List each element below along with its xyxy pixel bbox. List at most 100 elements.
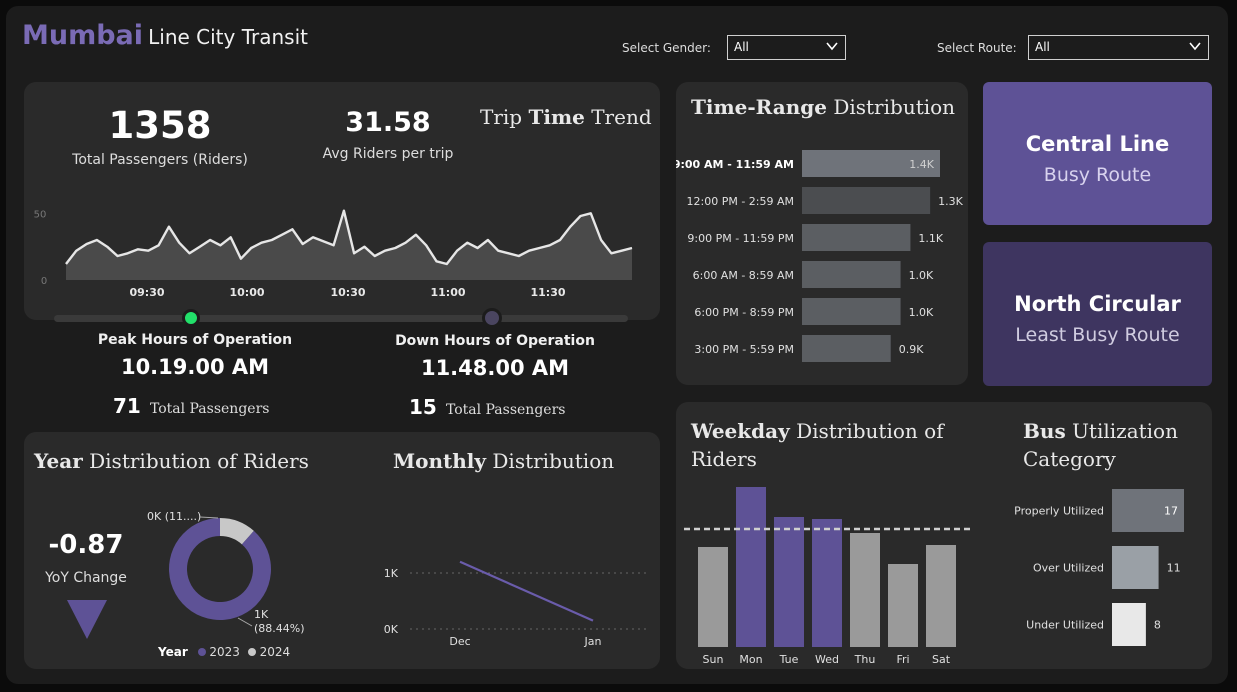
time-range-title-b: Distribution <box>833 95 956 119</box>
busy-route-tile: Central Line Busy Route <box>983 82 1212 225</box>
year-donut-chart: 0K (11....) 1K(88.44%) <box>147 510 305 635</box>
gender-select-value: All <box>734 40 749 54</box>
trend-x-tick: 11:30 <box>530 286 565 299</box>
monthly-title-b: Distribution <box>492 449 615 473</box>
peak-passengers-count: 71 <box>113 394 141 418</box>
donut-slice-2024 <box>220 518 254 545</box>
trend-y-tick: 0 <box>41 276 47 287</box>
trend-line <box>65 209 633 266</box>
down-slider-handle[interactable] <box>482 308 502 328</box>
trip-trend-chart: 50 0 09:30 10:00 10:30 11:00 11:30 <box>34 209 633 299</box>
utilization-title: Bus Utilization Category <box>1023 417 1178 473</box>
time-range-label: 3:00 PM - 5:59 PM <box>694 343 794 356</box>
weekday-bar-chart: Sun Mon Tue Wed Thu Fri Sat <box>684 487 970 666</box>
time-slider-track[interactable] <box>54 315 628 322</box>
utilization-bar-chart: Properly Utilized 17 Over Utilized 11 Under … <box>1014 489 1184 646</box>
route-filter-label: Select Route: <box>937 41 1017 55</box>
time-range-label: 6:00 AM - 8:59 AM <box>693 269 794 282</box>
legend-title: Year <box>158 645 188 659</box>
down-triangle-icon <box>67 600 107 639</box>
peak-passengers: 71 Total Passengers <box>113 394 269 418</box>
time-range-value: 1.0K <box>909 269 934 282</box>
busy-route-label: Busy Route <box>1043 164 1152 186</box>
least-busy-route-tile: North Circular Least Busy Route <box>983 242 1212 386</box>
monthly-line <box>459 560 594 622</box>
legend-2023: 2023 <box>209 645 240 659</box>
weekday-bar <box>888 564 918 647</box>
utilization-title-a: Bus <box>1023 419 1066 443</box>
utilization-title-c: Category <box>1023 447 1116 471</box>
trend-area <box>66 210 632 280</box>
down-passengers-count: 15 <box>409 395 437 419</box>
donut-leader-2023 <box>237 617 253 627</box>
donut-label-2024: 0K (11....) <box>147 510 201 523</box>
weekday-bar <box>774 517 804 647</box>
gender-select[interactable]: All <box>727 35 846 60</box>
chevron-down-icon <box>826 42 838 51</box>
time-range-value: 1.1K <box>918 232 943 245</box>
weekday-x-tick: Wed <box>815 653 839 666</box>
gender-filter-label: Select Gender: <box>622 41 711 55</box>
utilization-label: Properly Utilized <box>1014 505 1104 518</box>
time-range-bar <box>802 187 931 214</box>
monthly-y-tick: 0K <box>384 623 399 636</box>
year-legend: Year 2023 2024 <box>158 645 290 659</box>
donut-label-2023-pct: (88.44%) <box>254 622 305 635</box>
weekday-x-tick: Tue <box>779 653 799 666</box>
trip-title-c: Trend <box>591 105 652 129</box>
route-select[interactable]: All <box>1028 35 1209 60</box>
brand-subtitle: Line City Transit <box>148 25 308 49</box>
monthly-line-chart: 1K 0K Dec Jan <box>384 560 650 648</box>
utilization-title-b: Utilization <box>1072 419 1178 443</box>
weekday-x-tick: Sat <box>932 653 951 666</box>
peak-passengers-label: Total Passengers <box>149 401 270 417</box>
legend-2024: 2024 <box>259 645 291 659</box>
time-range-value: 1.4K <box>909 158 934 171</box>
weekday-x-tick: Thu <box>854 653 876 666</box>
year-dist-title: Year Distribution of Riders <box>34 449 309 473</box>
chevron-down-icon <box>1189 42 1201 51</box>
trend-x-tick: 11:00 <box>430 286 465 299</box>
time-range-bar <box>802 298 901 325</box>
trend-y-tick: 50 <box>34 209 47 220</box>
weekday-x-tick: Sun <box>703 653 724 666</box>
utilization-label: Under Utilized <box>1026 619 1104 632</box>
utilization-bar <box>1112 546 1159 589</box>
time-range-value: 1.0K <box>909 306 934 319</box>
weekday-bar <box>698 547 728 647</box>
peak-hours-time: 10.19.00 AM <box>120 355 270 379</box>
peak-slider-handle[interactable] <box>182 309 200 327</box>
time-range-label: 6:00 PM - 8:59 PM <box>694 306 794 319</box>
time-range-label: 9:00 AM - 11:59 AM <box>676 158 794 171</box>
least-route-label: Least Busy Route <box>1015 324 1180 346</box>
monthly-x-tick: Jan <box>584 635 602 648</box>
trend-x-tick: 10:30 <box>330 286 365 299</box>
year-title-a: Year <box>34 449 83 473</box>
yoy-value: -0.87 <box>48 530 124 560</box>
monthly-title: Monthly Distribution <box>393 449 614 473</box>
weekday-title: Weekday Distribution of Riders <box>691 417 944 473</box>
donut-leader-2024 <box>199 516 219 519</box>
avg-riders-label: Avg Riders per trip <box>322 146 454 162</box>
down-passengers-label: Total Passengers <box>445 402 566 418</box>
monthly-y-tick: 1K <box>384 567 399 580</box>
time-range-value: 1.3K <box>938 195 963 208</box>
trend-x-tick: 10:00 <box>229 286 264 299</box>
time-range-label: 12:00 PM - 2:59 AM <box>687 195 795 208</box>
legend-dot-2023 <box>197 648 206 656</box>
weekday-title-b: Distribution of <box>796 419 944 443</box>
brand-name: Mumbai <box>22 20 144 51</box>
peak-hours-label: Peak Hours of Operation <box>97 332 293 348</box>
monthly-x-tick: Dec <box>449 635 470 648</box>
trip-title-b: Time <box>528 105 585 129</box>
time-range-bar <box>802 335 891 362</box>
time-range-value: 0.9K <box>899 343 924 356</box>
time-range-title: Time-Range Distribution <box>691 95 955 119</box>
total-passengers-label: Total Passengers (Riders) <box>72 152 248 168</box>
down-hours-time: 11.48.00 AM <box>420 356 570 380</box>
time-range-title-a: Time-Range <box>691 95 827 119</box>
weekday-x-tick: Fri <box>896 653 909 666</box>
year-title-b: Distribution of Riders <box>89 449 309 473</box>
weekday-bar <box>736 487 766 647</box>
busy-route-name: Central Line <box>1025 132 1170 156</box>
